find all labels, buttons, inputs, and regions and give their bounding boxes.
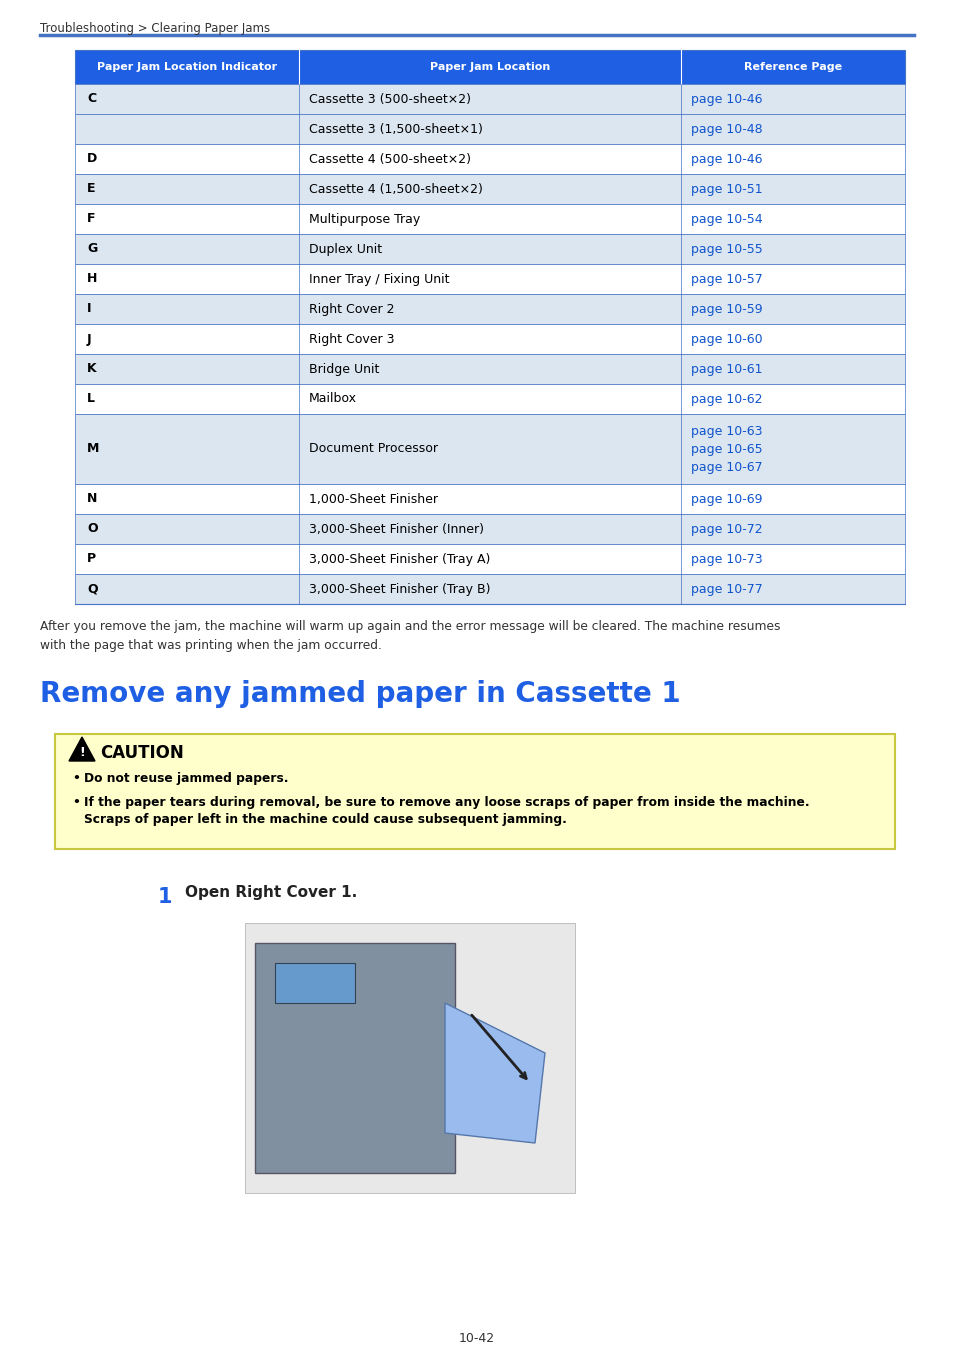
Text: •: • <box>71 772 80 784</box>
Text: Cassette 4 (1,500-sheet×2): Cassette 4 (1,500-sheet×2) <box>309 182 482 196</box>
Text: page 10-61: page 10-61 <box>690 363 761 375</box>
Text: Document Processor: Document Processor <box>309 443 437 455</box>
Text: Troubleshooting > Clearing Paper Jams: Troubleshooting > Clearing Paper Jams <box>40 22 270 35</box>
Text: Paper Jam Location Indicator: Paper Jam Location Indicator <box>97 62 276 72</box>
Text: page 10-65: page 10-65 <box>690 443 761 455</box>
Text: L: L <box>87 393 95 405</box>
FancyBboxPatch shape <box>75 234 904 265</box>
FancyBboxPatch shape <box>75 50 904 84</box>
Text: page 10-46: page 10-46 <box>690 93 761 105</box>
FancyBboxPatch shape <box>75 544 904 574</box>
FancyBboxPatch shape <box>75 383 904 414</box>
Text: 3,000-Sheet Finisher (Tray B): 3,000-Sheet Finisher (Tray B) <box>309 582 490 595</box>
Text: Reference Page: Reference Page <box>743 62 841 72</box>
Text: I: I <box>87 302 91 316</box>
Text: J: J <box>87 332 91 346</box>
FancyBboxPatch shape <box>75 574 904 603</box>
Text: page 10-77: page 10-77 <box>690 582 761 595</box>
Text: page 10-63: page 10-63 <box>690 424 761 437</box>
Text: Inner Tray / Fixing Unit: Inner Tray / Fixing Unit <box>309 273 449 285</box>
Text: Paper Jam Location: Paper Jam Location <box>430 62 550 72</box>
Text: 3,000-Sheet Finisher (Tray A): 3,000-Sheet Finisher (Tray A) <box>309 552 490 566</box>
FancyBboxPatch shape <box>75 113 904 144</box>
Text: Mailbox: Mailbox <box>309 393 356 405</box>
Text: page 10-55: page 10-55 <box>690 243 761 255</box>
Text: N: N <box>87 493 97 505</box>
Text: !: ! <box>79 745 85 759</box>
Polygon shape <box>69 737 95 761</box>
FancyBboxPatch shape <box>75 324 904 354</box>
FancyBboxPatch shape <box>75 84 904 113</box>
Text: page 10-57: page 10-57 <box>690 273 761 285</box>
Text: 10-42: 10-42 <box>458 1332 495 1345</box>
Text: CAUTION: CAUTION <box>100 744 184 761</box>
FancyBboxPatch shape <box>75 144 904 174</box>
Text: •: • <box>71 796 80 809</box>
Text: C: C <box>87 93 96 105</box>
Text: Multipurpose Tray: Multipurpose Tray <box>309 212 420 225</box>
Text: page 10-72: page 10-72 <box>690 522 761 536</box>
FancyBboxPatch shape <box>75 514 904 544</box>
Text: Scraps of paper left in the machine could cause subsequent jamming.: Scraps of paper left in the machine coul… <box>84 813 566 826</box>
Text: Cassette 3 (500-sheet×2): Cassette 3 (500-sheet×2) <box>309 93 471 105</box>
Text: Do not reuse jammed papers.: Do not reuse jammed papers. <box>84 772 288 784</box>
Text: Duplex Unit: Duplex Unit <box>309 243 382 255</box>
Text: After you remove the jam, the machine will warm up again and the error message w: After you remove the jam, the machine wi… <box>40 620 780 652</box>
FancyBboxPatch shape <box>75 485 904 514</box>
Text: page 10-69: page 10-69 <box>690 493 761 505</box>
Text: page 10-73: page 10-73 <box>690 552 761 566</box>
Text: Right Cover 3: Right Cover 3 <box>309 332 395 346</box>
Text: page 10-67: page 10-67 <box>690 460 761 474</box>
Text: 1: 1 <box>157 887 172 907</box>
Text: Open Right Cover 1.: Open Right Cover 1. <box>185 886 356 900</box>
FancyBboxPatch shape <box>75 294 904 324</box>
FancyBboxPatch shape <box>75 414 904 485</box>
Text: H: H <box>87 273 97 285</box>
Text: Bridge Unit: Bridge Unit <box>309 363 379 375</box>
Text: page 10-54: page 10-54 <box>690 212 761 225</box>
Text: G: G <box>87 243 97 255</box>
FancyBboxPatch shape <box>274 963 355 1003</box>
Text: page 10-48: page 10-48 <box>690 123 761 135</box>
Text: Q: Q <box>87 582 97 595</box>
FancyBboxPatch shape <box>75 204 904 234</box>
Text: E: E <box>87 182 95 196</box>
Text: K: K <box>87 363 96 375</box>
Text: Remove any jammed paper in Cassette 1: Remove any jammed paper in Cassette 1 <box>40 680 679 707</box>
Text: page 10-51: page 10-51 <box>690 182 761 196</box>
Text: 3,000-Sheet Finisher (Inner): 3,000-Sheet Finisher (Inner) <box>309 522 483 536</box>
Text: M: M <box>87 443 99 455</box>
Text: If the paper tears during removal, be sure to remove any loose scraps of paper f: If the paper tears during removal, be su… <box>84 796 809 809</box>
FancyBboxPatch shape <box>254 944 455 1173</box>
Text: F: F <box>87 212 95 225</box>
FancyBboxPatch shape <box>245 923 575 1193</box>
Text: O: O <box>87 522 97 536</box>
Polygon shape <box>444 1003 544 1143</box>
Text: P: P <box>87 552 96 566</box>
Text: page 10-62: page 10-62 <box>690 393 761 405</box>
Text: page 10-60: page 10-60 <box>690 332 761 346</box>
Text: D: D <box>87 153 97 166</box>
FancyBboxPatch shape <box>55 734 894 849</box>
FancyBboxPatch shape <box>75 354 904 383</box>
Text: page 10-46: page 10-46 <box>690 153 761 166</box>
Text: Right Cover 2: Right Cover 2 <box>309 302 395 316</box>
Text: Cassette 4 (500-sheet×2): Cassette 4 (500-sheet×2) <box>309 153 471 166</box>
FancyBboxPatch shape <box>75 265 904 294</box>
Text: Cassette 3 (1,500-sheet×1): Cassette 3 (1,500-sheet×1) <box>309 123 482 135</box>
FancyBboxPatch shape <box>75 174 904 204</box>
Text: 1,000-Sheet Finisher: 1,000-Sheet Finisher <box>309 493 437 505</box>
Text: page 10-59: page 10-59 <box>690 302 761 316</box>
